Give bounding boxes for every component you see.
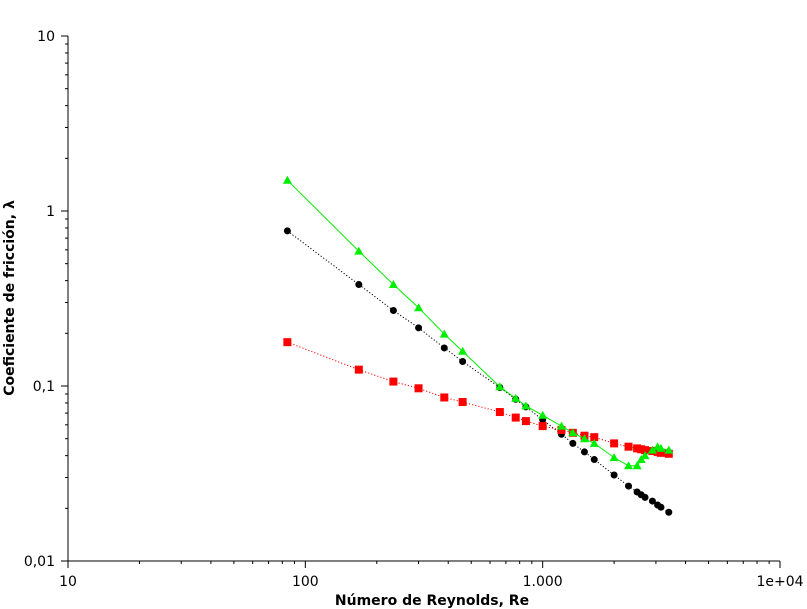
- data-point-circle: [355, 281, 363, 289]
- data-point-square: [458, 398, 467, 407]
- data-point-triangle: [538, 410, 548, 419]
- data-point-square: [664, 449, 673, 458]
- data-point-circle: [648, 497, 656, 505]
- data-point-circle: [415, 324, 423, 332]
- data-point-triangle: [354, 246, 364, 255]
- data-point-square: [633, 444, 642, 453]
- data-point-square: [389, 377, 398, 386]
- data-point-circle: [590, 456, 598, 464]
- data-point-triangle: [495, 382, 505, 391]
- data-point-triangle: [282, 175, 292, 184]
- data-point-circle: [580, 448, 588, 456]
- data-point-square: [557, 426, 566, 435]
- data-point-circle: [657, 503, 665, 511]
- series-layer: [282, 175, 674, 516]
- data-point-square: [283, 338, 292, 347]
- data-point-triangle: [439, 329, 449, 338]
- axes: 10 100 1.000 1e+04 0,01 0,1 1 10: [24, 29, 804, 590]
- x-axis-title: Número de Reynolds, Re: [335, 593, 529, 609]
- data-point-square: [440, 393, 449, 402]
- data-point-square: [511, 413, 520, 422]
- data-point-square: [624, 442, 633, 451]
- series-circle: [283, 227, 673, 516]
- data-point-triangle: [511, 393, 521, 402]
- data-point-circle: [459, 358, 467, 366]
- data-point-square: [495, 408, 504, 417]
- y-tick-label: 1: [46, 204, 55, 220]
- y-axis-title: Coeficiente de fricción, λ: [2, 200, 18, 396]
- data-point-square: [414, 384, 423, 393]
- data-point-triangle: [647, 445, 657, 454]
- x-tick-label: 1.000: [523, 574, 563, 590]
- series-square: [283, 338, 673, 458]
- x-tick-label: 100: [292, 574, 319, 590]
- y-tick-label: 0,1: [33, 379, 55, 395]
- data-point-square: [538, 422, 547, 431]
- data-point-triangle: [568, 428, 578, 437]
- series-line-square: [287, 341, 669, 455]
- data-point-triangle: [414, 303, 424, 312]
- data-point-triangle: [624, 461, 633, 470]
- data-point-square: [521, 417, 530, 426]
- data-point-triangle: [388, 280, 398, 288]
- data-point-square: [590, 433, 599, 442]
- data-point-triangle: [589, 438, 599, 447]
- y-tick-label: 0,01: [24, 554, 55, 570]
- data-point-square: [656, 448, 665, 457]
- data-point-triangle: [632, 461, 642, 470]
- data-point-square: [641, 446, 650, 455]
- data-point-triangle: [521, 401, 531, 410]
- data-point-circle: [610, 471, 618, 479]
- data-point-triangle: [609, 453, 619, 462]
- data-point-square: [610, 439, 619, 448]
- x-tick-label: 1e+04: [756, 574, 803, 590]
- series-line-triangle: [287, 179, 669, 467]
- data-point-circle: [283, 227, 291, 235]
- data-point-triangle: [664, 445, 674, 454]
- data-point-circle: [389, 307, 397, 315]
- series-line-circle: [287, 230, 670, 513]
- data-point-square: [354, 365, 363, 374]
- data-point-circle: [665, 508, 673, 516]
- data-point-triangle: [458, 346, 468, 355]
- data-point-triangle: [656, 443, 666, 452]
- data-point-triangle: [557, 421, 566, 430]
- y-tick-label: 10: [37, 29, 55, 45]
- data-point-circle: [569, 439, 577, 447]
- data-point-triangle: [580, 434, 589, 443]
- data-point-triangle: [640, 451, 650, 460]
- series-triangle: [282, 175, 674, 470]
- data-point-circle: [440, 344, 448, 352]
- data-point-circle: [641, 493, 649, 501]
- data-point-circle: [625, 482, 633, 490]
- x-tick-label: 10: [59, 574, 77, 590]
